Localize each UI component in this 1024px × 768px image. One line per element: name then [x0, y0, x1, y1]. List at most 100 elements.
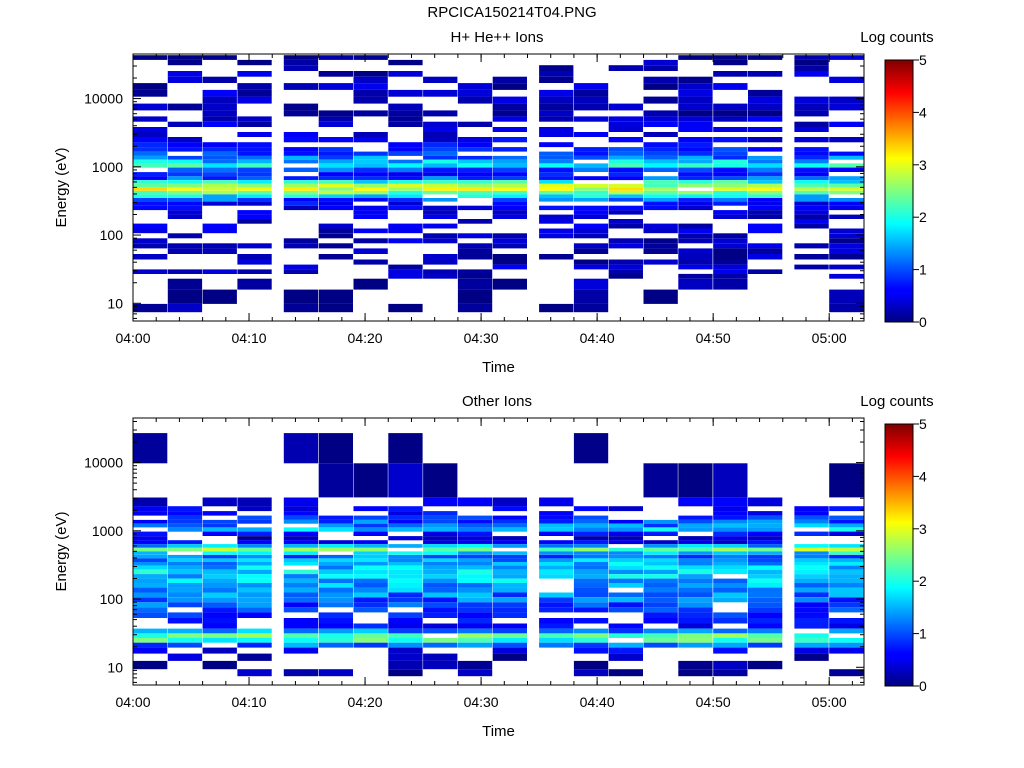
- heatmap-cell: [237, 551, 272, 555]
- heatmap-cell: [748, 116, 783, 122]
- heatmap-cell: [713, 278, 748, 290]
- heatmap-cell: [713, 259, 748, 265]
- heatmap-cell: [829, 96, 864, 104]
- heatmap-cell: [794, 264, 829, 270]
- heatmap-cell: [539, 167, 574, 172]
- heatmap-cell: [133, 523, 168, 528]
- heatmap-cell: [167, 210, 203, 215]
- heatmap-cell: [353, 76, 388, 83]
- heatmap-cell: [283, 497, 319, 507]
- y-tick-label: 10: [107, 295, 123, 311]
- heatmap-cell: [713, 163, 748, 168]
- heatmap-cell: [237, 187, 272, 191]
- heatmap-cell: [283, 554, 319, 559]
- heatmap-cell: [237, 527, 272, 532]
- heatmap-cell: [748, 194, 783, 198]
- heatmap-cell: [133, 159, 168, 164]
- heatmap-cell: [608, 558, 643, 562]
- heatmap-cell: [608, 602, 643, 608]
- x-tick-label: 04:20: [348, 694, 383, 710]
- heatmap-cell: [202, 116, 237, 122]
- heatmap-cell: [167, 103, 203, 111]
- heatmap-cell: [678, 544, 713, 548]
- heatmap-cell: [237, 147, 272, 152]
- heatmap-cell: [283, 527, 319, 532]
- heatmap-cell: [678, 669, 713, 677]
- heatmap-cell: [573, 597, 609, 603]
- heatmap-cell: [167, 515, 203, 520]
- heatmap-cell: [678, 562, 713, 566]
- heatmap-cell: [713, 647, 748, 654]
- colorbar-tick-label: 4: [919, 104, 927, 120]
- heatmap-cell: [643, 587, 678, 593]
- heatmap-cell: [388, 201, 423, 206]
- heatmap-cell: [643, 163, 678, 168]
- heatmap-cell: [457, 303, 493, 313]
- heatmap-cell: [457, 523, 493, 528]
- heatmap-cell: [457, 569, 493, 575]
- heatmap-cell: [492, 569, 527, 575]
- heatmap-cell: [167, 562, 203, 566]
- heatmap-cell: [713, 669, 748, 677]
- heatmap-cell: [643, 96, 678, 104]
- heatmap-cell: [678, 633, 713, 638]
- heatmap-cell: [388, 554, 423, 559]
- heatmap-cell: [678, 527, 713, 532]
- heatmap-cell: [539, 233, 574, 239]
- heatmap-cell: [678, 201, 713, 206]
- x-tick-label: 04:10: [232, 330, 267, 346]
- heatmap-cell: [388, 669, 423, 677]
- heatmap-cell: [283, 633, 319, 638]
- heatmap-cell: [713, 190, 748, 195]
- heatmap-cell: [353, 463, 388, 498]
- heatmap-cell: [167, 618, 203, 624]
- heatmap-cell: [573, 660, 609, 670]
- heatmap-cell: [643, 176, 678, 181]
- heatmap-cell: [748, 243, 783, 249]
- heatmap-cell: [643, 83, 678, 90]
- heatmap-cell: [492, 137, 527, 143]
- heatmap-cell: [794, 176, 829, 181]
- heatmap-cell: [283, 155, 319, 160]
- heatmap-cell: [573, 433, 609, 464]
- heatmap-cell: [237, 669, 272, 677]
- heatmap-cell: [539, 527, 574, 532]
- heatmap-cell: [539, 515, 574, 520]
- heatmap-cell: [318, 569, 353, 575]
- heatmap-cell: [423, 259, 458, 265]
- heatmap-cell: [608, 273, 643, 279]
- heatmap-cell: [748, 633, 783, 638]
- heatmap-cell: [492, 183, 527, 188]
- heatmap-cell: [678, 238, 713, 244]
- heatmap-cell: [492, 76, 527, 83]
- colorbar-ticks: 0 1 2 3 4 5: [913, 52, 927, 330]
- heatmap-cell: [353, 248, 388, 254]
- heatmap-cell: [608, 578, 643, 583]
- heatmap-cell: [167, 187, 203, 191]
- heatmap-cell: [829, 463, 864, 498]
- heatmap-cell: [794, 243, 829, 249]
- heatmap-cell: [423, 163, 458, 168]
- heatmap-cell: [573, 637, 609, 643]
- heatmap-cell: [318, 558, 353, 562]
- heatmap-cell: [167, 172, 203, 177]
- heatmap-cell: [353, 183, 388, 188]
- heatmap-cell: [794, 254, 829, 260]
- heatmap-cell: [678, 194, 713, 198]
- heatmap-cell: [794, 194, 829, 198]
- heatmap-cell: [457, 183, 493, 188]
- heatmap-cell: [318, 463, 353, 498]
- heatmap-cell: [167, 55, 203, 60]
- heatmap-cell: [492, 523, 527, 528]
- x-tick-label: 04:30: [464, 694, 499, 710]
- heatmap-cell: [678, 574, 713, 579]
- heatmap-cell: [492, 551, 527, 555]
- heatmap-cell: [388, 183, 423, 188]
- heatmap-cell: [318, 515, 353, 520]
- heatmap-cell: [237, 628, 272, 634]
- heatmap-cell: [167, 612, 203, 618]
- heatmap-cell: [167, 167, 203, 172]
- heatmap-cell: [608, 198, 643, 202]
- heatmap-cell: [202, 628, 237, 634]
- heatmap-cell: [608, 633, 643, 638]
